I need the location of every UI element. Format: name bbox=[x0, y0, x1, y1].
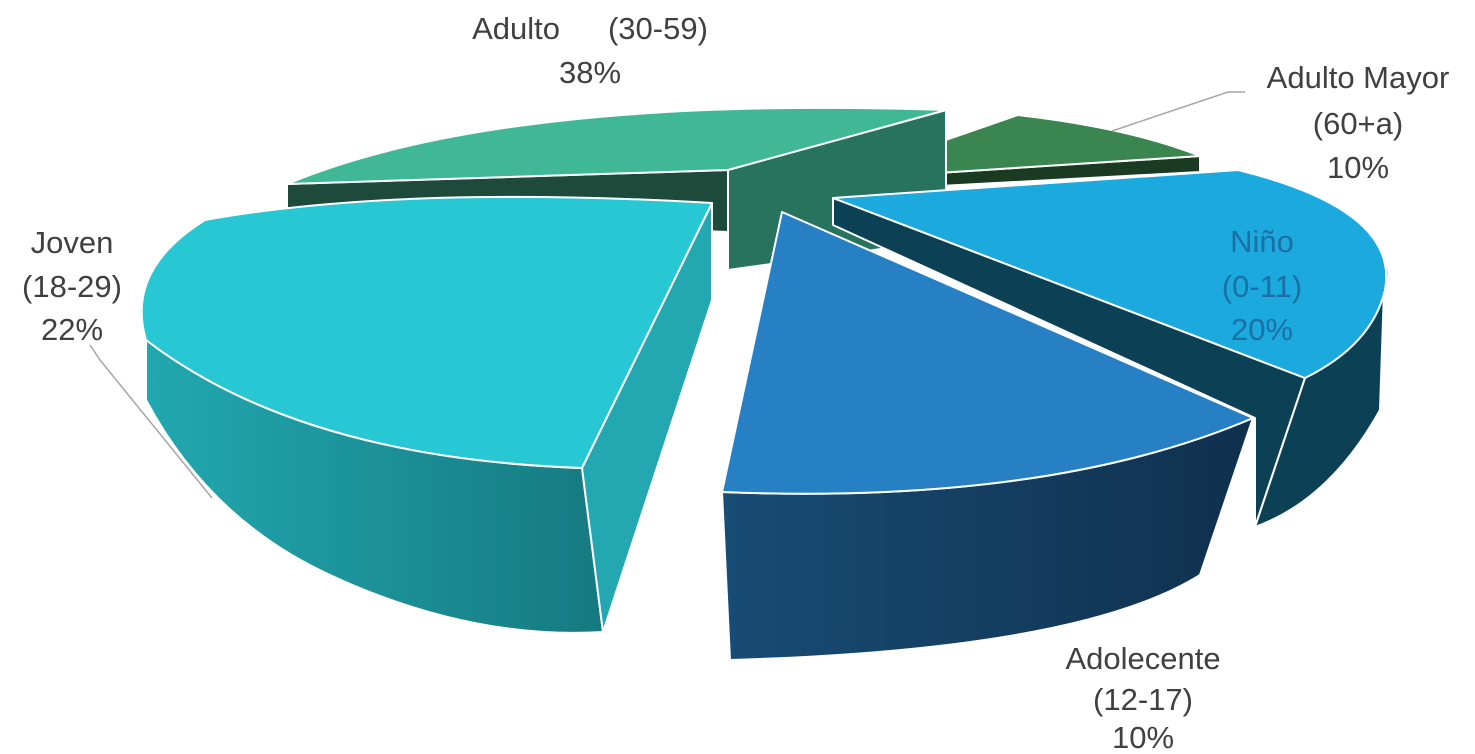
label-nino-pct: 20% bbox=[1231, 312, 1293, 347]
slice-nino-top bbox=[832, 169, 1388, 379]
label-adolecente-pct: 10% bbox=[1112, 720, 1174, 754]
slice-joven-top bbox=[140, 195, 713, 469]
label-adulto-mayor: Adulto Mayor bbox=[1267, 60, 1450, 95]
label-adolecente-range: (12-17) bbox=[1093, 682, 1193, 717]
label-nino-range: (0-11) bbox=[1222, 269, 1302, 304]
slice-adolecente-top bbox=[721, 211, 1254, 495]
label-adolecente: Adolecente bbox=[1065, 641, 1220, 676]
label-nino: Niño bbox=[1230, 224, 1294, 259]
label-adulto-pct: 38% bbox=[559, 55, 621, 90]
leader-line-joven bbox=[89, 344, 213, 499]
label-joven: Joven bbox=[31, 225, 114, 260]
label-joven-range: (18-29) bbox=[22, 269, 122, 304]
label-adulto: Adulto (30-59) bbox=[472, 11, 708, 46]
leader-line-adulto-mayor bbox=[1111, 91, 1245, 132]
label-adulto-mayor-range: (60+a) bbox=[1313, 106, 1403, 141]
label-joven-pct: 22% bbox=[41, 312, 103, 347]
label-adulto-mayor-pct: 10% bbox=[1327, 150, 1389, 185]
slice-adulto-top bbox=[286, 106, 947, 185]
